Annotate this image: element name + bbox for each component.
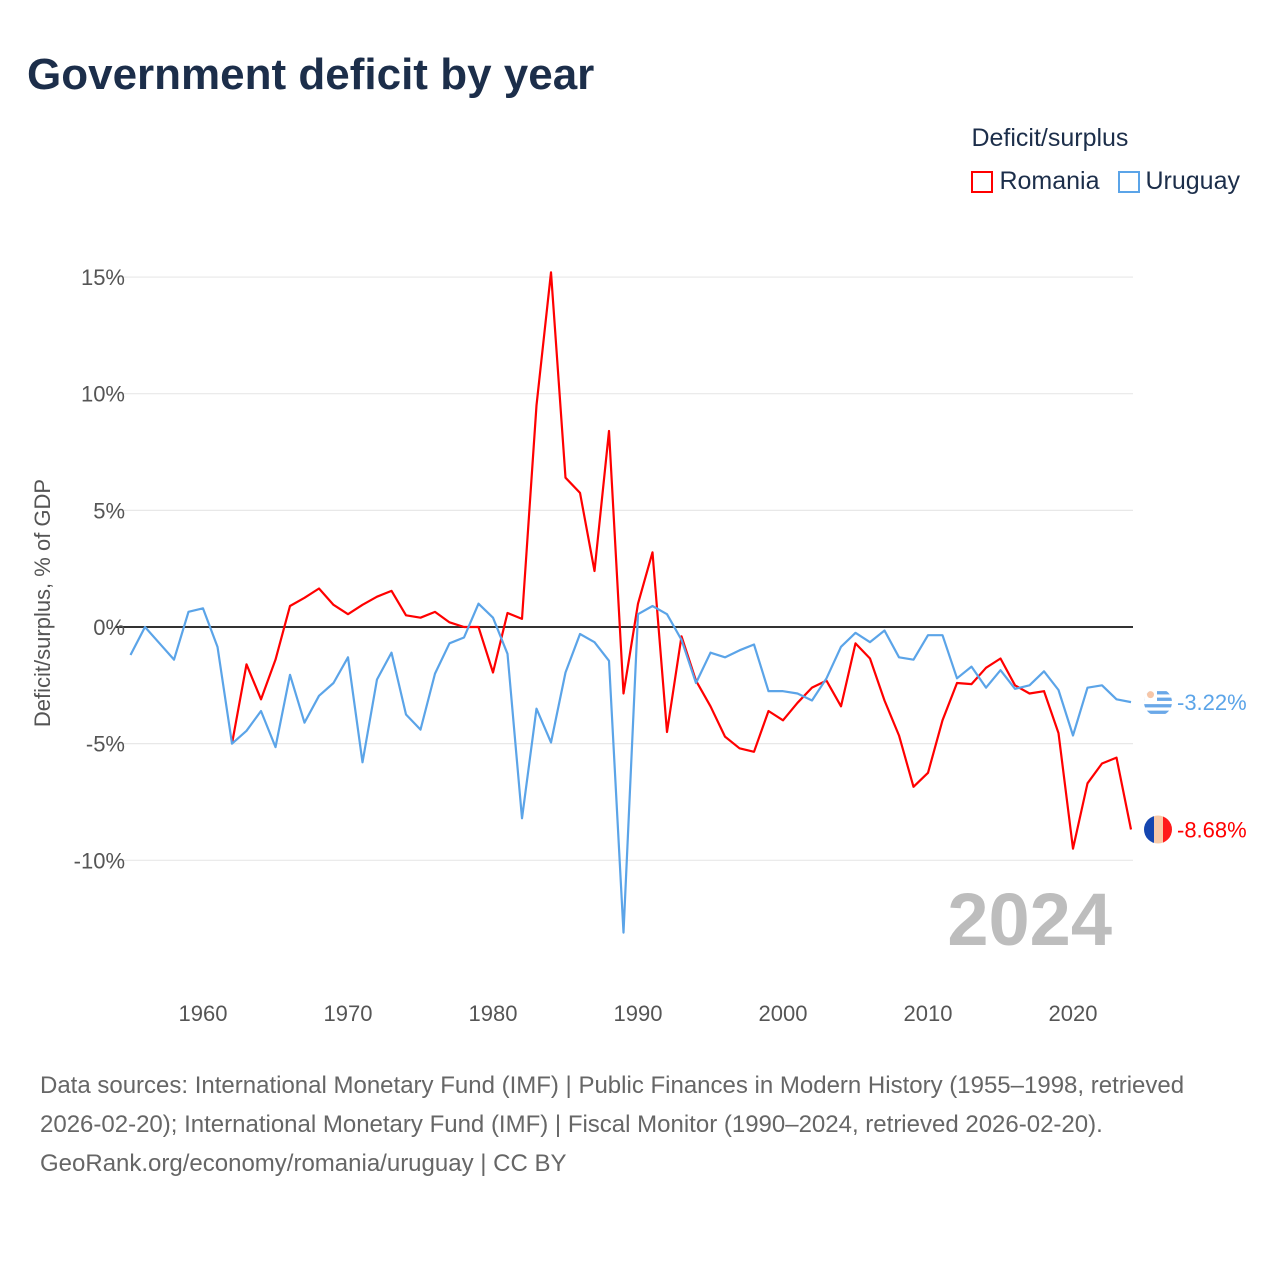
y-tick-label: -10% — [74, 848, 125, 873]
legend-label-romania: Romania — [999, 167, 1100, 195]
current-year-label: 2024 — [947, 878, 1112, 961]
flag-stripe — [1144, 697, 1172, 701]
legend-title: Deficit/surplus — [971, 124, 1129, 152]
legend-label-uruguay: Uruguay — [1145, 167, 1241, 195]
y-tick-label: 10% — [81, 382, 125, 407]
x-tick-label: 1990 — [614, 1001, 663, 1026]
legend: Deficit/surplus Romania Uruguay — [971, 124, 1240, 196]
flag-stripe — [1144, 704, 1172, 708]
credit-link[interactable]: GeoRank.org/economy/romania/uruguay | CC… — [40, 1150, 567, 1177]
flag-stripe — [1154, 815, 1163, 844]
end-label-uruguay: -3.22% — [1177, 690, 1247, 715]
chart: 15% 10% 5% 0% -5% -10% 1960 1970 1980 1990 2000 201… — [30, 265, 1247, 1026]
legend-item-romania[interactable]: Romania — [971, 167, 1100, 196]
series-line-romania — [230, 271, 1133, 850]
series-line-uruguay — [129, 602, 1132, 934]
x-tick-label: 2020 — [1049, 1001, 1098, 1026]
x-tick-label: 2010 — [904, 1001, 953, 1026]
x-tick-label: 1980 — [469, 1001, 518, 1026]
legend-item-uruguay[interactable]: Uruguay — [1117, 167, 1241, 196]
flag-uruguay-icon — [1144, 688, 1172, 717]
y-tick-label: 15% — [81, 265, 125, 290]
flag-stripe — [1144, 815, 1154, 844]
y-axis-label: Deficit/surplus, % of GDP — [30, 479, 55, 727]
page-title: Government deficit by year — [27, 50, 595, 99]
flag-body — [1144, 815, 1172, 844]
x-tick-label: 1960 — [179, 1001, 228, 1026]
data-sources: Data sources: International Monetary Fun… — [40, 1072, 1185, 1138]
flag-stripe — [1163, 815, 1172, 844]
x-tick-label: 1970 — [324, 1001, 373, 1026]
flag-stripe — [1144, 691, 1172, 695]
flag-romania-icon — [1144, 815, 1172, 844]
flag-body — [1144, 688, 1172, 717]
flag-stripe — [1144, 710, 1172, 714]
legend-swatch-romania — [971, 170, 994, 193]
footer: Data sources: International Monetary Fun… — [40, 1066, 1240, 1183]
y-tick-label: 0% — [93, 615, 125, 640]
y-tick-label: -5% — [86, 732, 125, 757]
x-tick-label: 2000 — [759, 1001, 808, 1026]
flag-sun — [1147, 691, 1154, 699]
end-label-romania: -8.68% — [1177, 818, 1247, 843]
y-tick-label: 5% — [93, 498, 125, 523]
legend-swatch-uruguay — [1117, 170, 1140, 193]
